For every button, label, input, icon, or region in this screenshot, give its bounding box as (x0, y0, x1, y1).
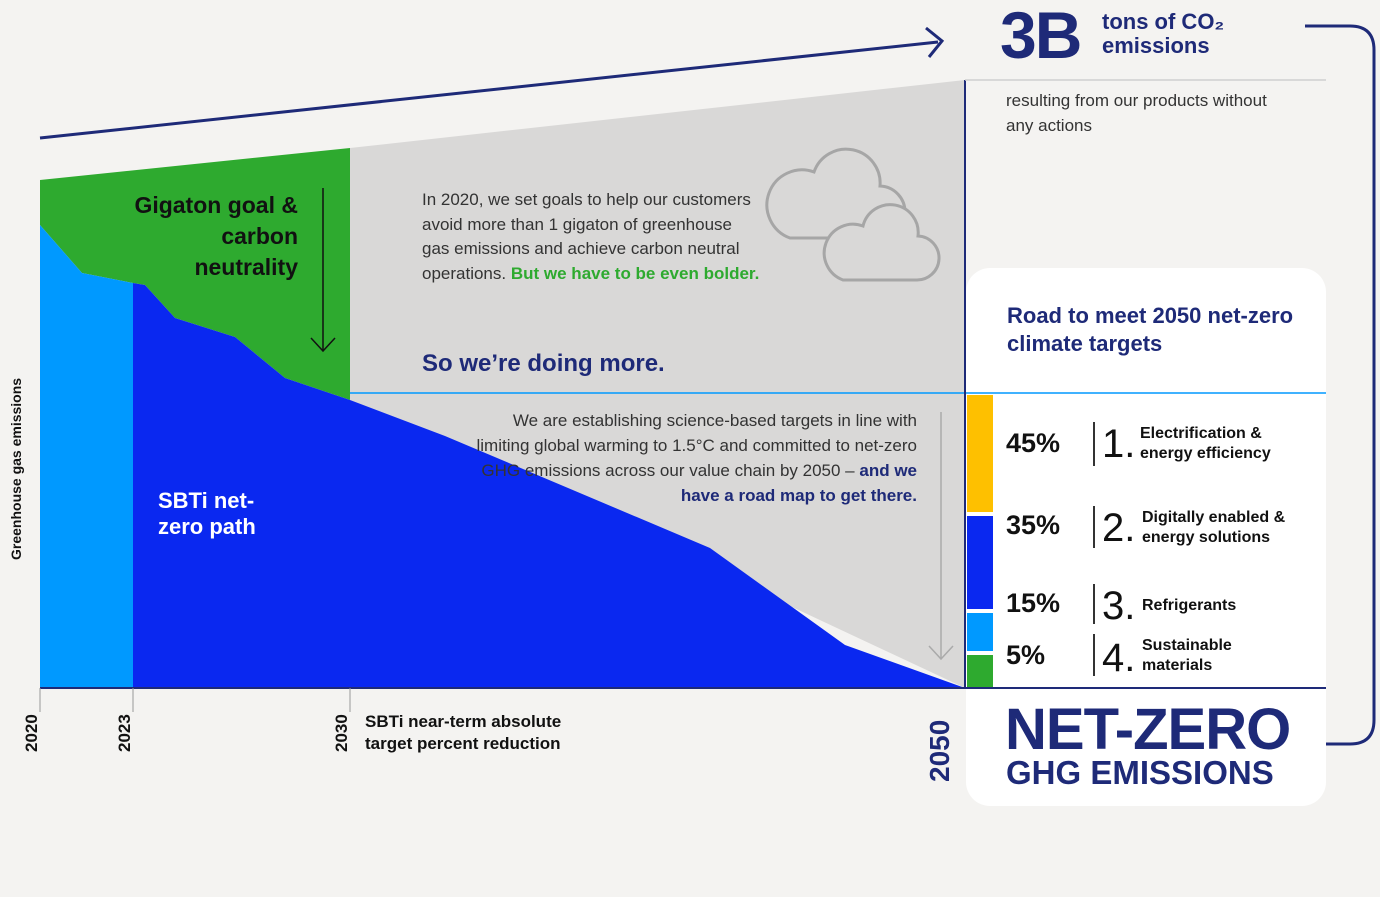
gigaton-goal-area (40, 148, 350, 400)
gigaton-label: Gigaton goal & carbon neutrality (134, 192, 298, 280)
gray-down-arrow-head (928, 645, 954, 661)
sbti-path-area (133, 283, 965, 688)
step-desc-2: Digitally enabled & energy solutions (1142, 509, 1286, 546)
trend-arrow (39, 40, 939, 140)
baseline-emissions-area (350, 80, 965, 688)
doing-more-heading: So we’re doing more. (422, 350, 665, 377)
pct-refrigerants: 15% (1006, 588, 1061, 618)
sbti-paragraph: We are establishing science-based target… (476, 411, 918, 505)
year-label-2050: 2050 (924, 719, 955, 782)
pct-digital: 35% (1006, 510, 1061, 540)
bar-segment-electrification (967, 395, 993, 512)
emissions-subtext: resulting from our products without any … (1006, 91, 1267, 135)
year-label-2020: 2020 (22, 714, 41, 752)
reduction-arrow-head (310, 337, 336, 353)
area-2020-2023 (40, 225, 133, 688)
bar-segment-digital (967, 516, 993, 609)
return-arrow (1302, 24, 1376, 746)
pct-electrification: 45% (1006, 428, 1061, 458)
intro-paragraph: In 2020, we set goals to help our custom… (422, 190, 760, 283)
ghg-emissions-heading: GHG EMISSIONS (1006, 754, 1274, 791)
step-number-3: 3. (1102, 584, 1136, 628)
separator (1093, 422, 1095, 466)
y-axis-label: Greenhouse gas emissions (8, 377, 24, 560)
bar-segment-refrigerants (967, 613, 993, 651)
step-desc-1: Electrification & energy efficiency (1140, 425, 1271, 462)
sbti-label: SBTi net-zero path (158, 488, 256, 539)
big-number: 3B (1000, 0, 1082, 72)
separator (1093, 506, 1095, 548)
separator (1093, 584, 1095, 624)
pct-materials: 5% (1006, 640, 1046, 670)
roadmap-card (966, 268, 1326, 806)
step-desc-4: Sustainable materials (1142, 637, 1232, 674)
roadmap-title: Road to meet 2050 net-zero climate targe… (1007, 303, 1294, 356)
step-number-2: 2. (1102, 506, 1136, 550)
year-label-2030: 2030 (332, 714, 351, 752)
step-desc-3: Refrigerants (1142, 597, 1237, 614)
step-number-4: 4. (1102, 636, 1136, 680)
near-term-label: SBTi near-term absolute target percent r… (365, 712, 562, 753)
bar-segment-materials (967, 655, 993, 687)
year-label-2023: 2023 (115, 714, 134, 752)
separator (1093, 634, 1095, 676)
trend-arrow-head (925, 26, 945, 58)
cloud-icon (765, 147, 941, 282)
step-number-1: 1. (1102, 422, 1136, 466)
net-zero-heading: NET-ZERO (1005, 697, 1291, 762)
emissions-unit: tons of CO₂ emissions (1102, 9, 1225, 58)
